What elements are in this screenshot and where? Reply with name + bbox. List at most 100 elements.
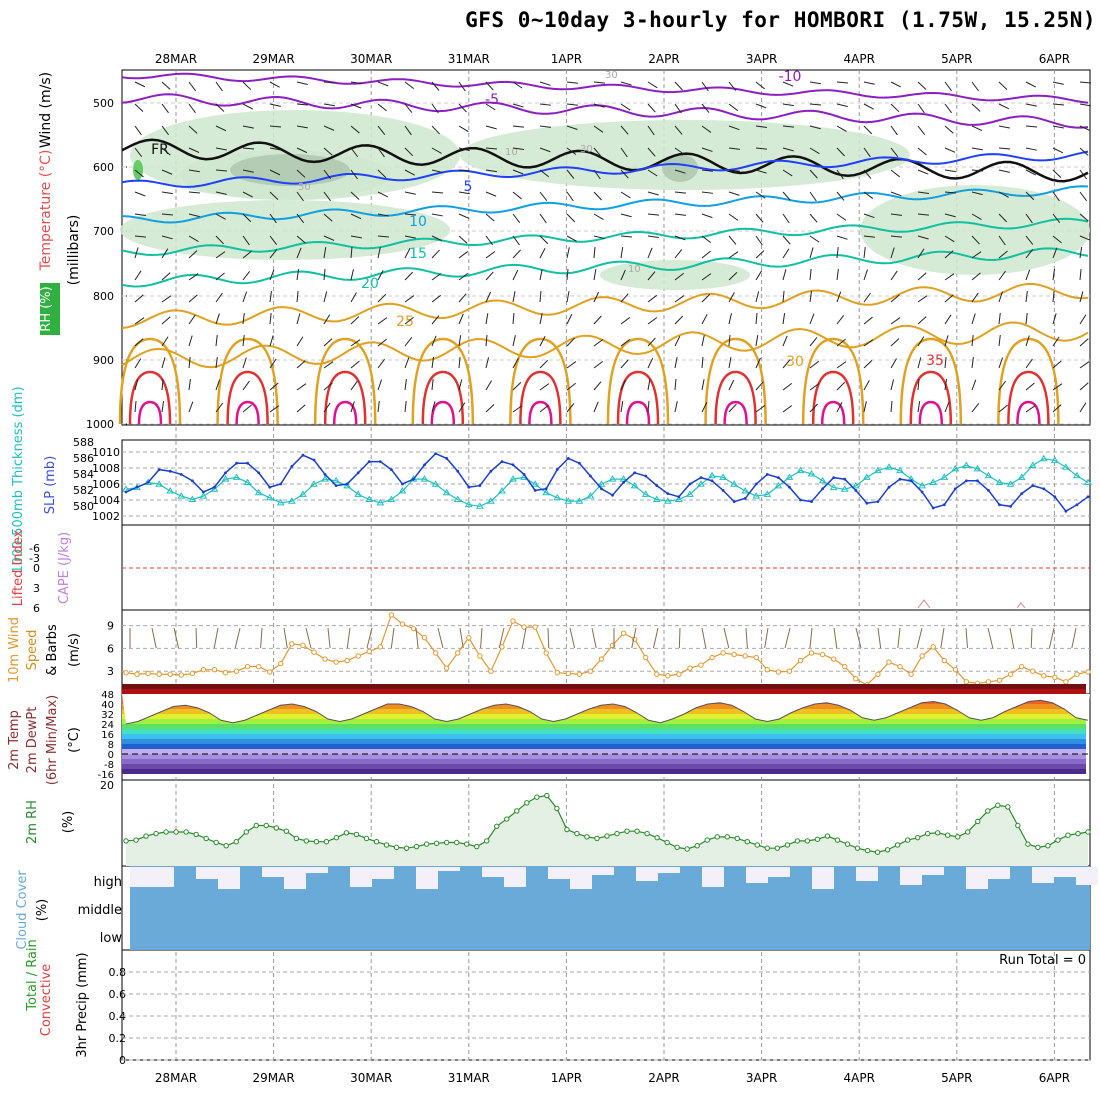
rh-contour-label: 30 xyxy=(580,144,593,155)
rh2m-point xyxy=(253,822,259,829)
wind10-point xyxy=(676,671,682,677)
rh2m-point xyxy=(784,842,791,848)
wind-barb xyxy=(647,169,658,177)
wind-barb xyxy=(323,191,331,202)
wind-barb xyxy=(647,125,655,136)
wind10-barb xyxy=(327,627,331,649)
wind-barb xyxy=(296,125,308,129)
surface-temperature-contour xyxy=(704,337,767,425)
wind-barb xyxy=(269,81,280,88)
rh2m-point xyxy=(413,843,420,850)
surface-temperature-contour xyxy=(313,337,377,425)
wind-barb xyxy=(863,213,875,219)
wind-barb xyxy=(917,295,928,303)
wind-barb xyxy=(323,361,334,369)
rh2m-point xyxy=(965,829,971,835)
wind-barb xyxy=(188,81,197,92)
slp-point xyxy=(776,476,780,479)
wind10-point xyxy=(875,671,881,677)
wind-barb xyxy=(647,191,659,196)
wind-barb xyxy=(512,213,521,224)
wind-barb xyxy=(593,191,602,201)
surface-temperature-contour xyxy=(820,400,846,425)
wind-barb xyxy=(593,269,597,281)
slp-point xyxy=(1075,503,1079,507)
wind10-point xyxy=(753,654,759,661)
wind-barb xyxy=(296,313,301,325)
wind-barb xyxy=(134,81,146,88)
slp-point xyxy=(865,501,869,505)
rh2m-point xyxy=(824,833,831,839)
cloud-gap xyxy=(856,867,878,881)
cloud-gap xyxy=(922,867,944,875)
rh2m-point xyxy=(904,837,911,843)
wind-barb xyxy=(215,213,226,220)
wind-barb xyxy=(863,339,874,347)
wind-barb xyxy=(728,379,735,391)
wind-barb xyxy=(1025,405,1036,413)
wind-barb xyxy=(1025,103,1037,107)
wind10-panel xyxy=(121,609,1091,695)
rh2m-point xyxy=(193,831,199,838)
wind-barb xyxy=(890,235,902,238)
wind10-barb xyxy=(1009,627,1015,649)
wind-barb xyxy=(782,213,790,224)
wind-barb xyxy=(188,250,198,259)
wind-barb xyxy=(1079,235,1091,241)
ylabel-barbs: & Barbs xyxy=(45,624,60,676)
wind-barb xyxy=(1079,291,1084,303)
wind-barb xyxy=(944,169,956,173)
wind-barb xyxy=(539,336,546,347)
wind-barb xyxy=(674,235,686,241)
wind-barb xyxy=(350,316,360,325)
wind-barb xyxy=(836,169,844,180)
wind-barb xyxy=(350,401,355,413)
surface-temperature-contour xyxy=(226,370,269,425)
wind10-point xyxy=(687,665,693,671)
rh2m-point xyxy=(423,841,430,847)
ylabel-temperature: Temperature (°C) xyxy=(38,150,54,272)
wind10-point xyxy=(488,668,494,674)
wind-barb xyxy=(890,191,902,197)
wind-barb xyxy=(836,81,849,84)
slp-point xyxy=(555,468,559,471)
wind-barb xyxy=(296,213,305,224)
rh2m-point xyxy=(333,834,340,841)
pressure-tick-label: 800 xyxy=(93,290,114,303)
cloud-gap xyxy=(306,867,328,873)
wind-barb xyxy=(701,169,713,172)
wind-barb xyxy=(809,383,820,391)
wind-barb xyxy=(566,403,575,413)
rh2m-point xyxy=(1055,837,1061,843)
wind10-point xyxy=(344,657,350,664)
thickness-point xyxy=(475,502,484,509)
thickness-point xyxy=(431,480,440,487)
cloud-gap xyxy=(218,867,240,889)
temperature-contour xyxy=(121,93,1089,129)
wind-barb xyxy=(1025,291,1028,303)
wind10-barb xyxy=(701,627,707,649)
wind-barb xyxy=(512,405,523,413)
slp-point xyxy=(976,479,979,483)
temperature-contour xyxy=(121,138,1089,183)
rh2m-point xyxy=(363,835,370,842)
wind10-point xyxy=(1063,679,1069,685)
wind-barb xyxy=(323,147,333,156)
temperature-contour xyxy=(121,150,1089,188)
rh2m-point xyxy=(584,834,590,840)
wind-barb xyxy=(674,272,684,281)
slp-tick-label: 1004 xyxy=(92,494,120,507)
wind-barb xyxy=(755,235,763,246)
wind-barb xyxy=(161,103,169,114)
wind10-point xyxy=(156,671,162,677)
wind10-point xyxy=(576,671,583,677)
cloud-gap xyxy=(570,867,592,889)
thickness-point xyxy=(1062,463,1070,470)
wind-barb xyxy=(863,359,873,369)
slp-point xyxy=(743,497,747,500)
wind-barb xyxy=(485,213,495,222)
thickness-point xyxy=(929,478,938,485)
wind-barb xyxy=(296,103,309,106)
rh2m-point xyxy=(614,830,620,837)
contour-label: 15 xyxy=(409,246,427,262)
